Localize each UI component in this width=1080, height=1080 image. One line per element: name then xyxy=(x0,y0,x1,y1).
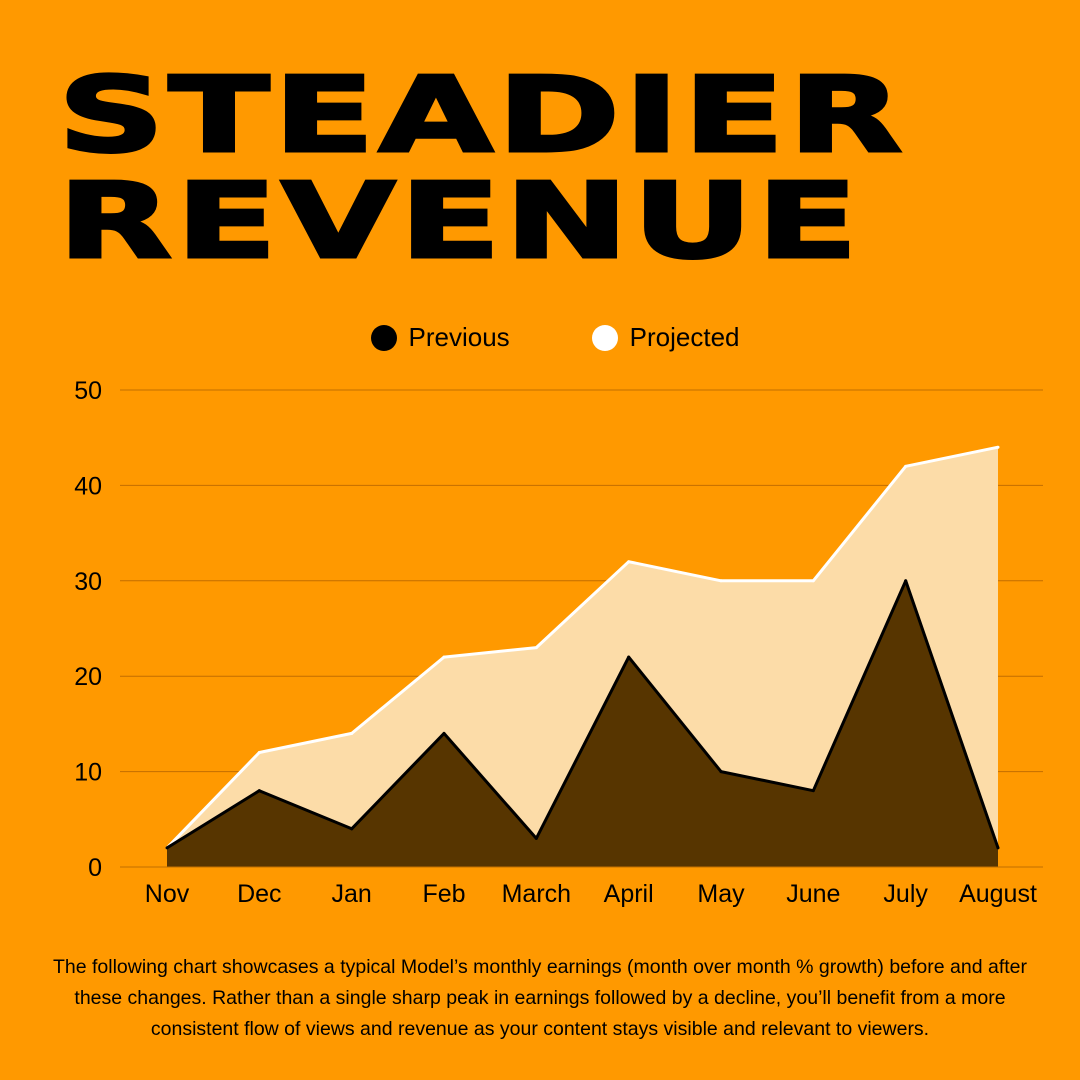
point-projected-may xyxy=(719,579,723,583)
x-tick-label-april: April xyxy=(604,880,654,908)
y-tick-label-40: 40 xyxy=(74,472,102,500)
x-tick-label-jan: Jan xyxy=(332,880,372,908)
x-tick-label-dec: Dec xyxy=(237,880,281,908)
area-projected xyxy=(167,447,998,867)
point-previous-august xyxy=(996,846,1000,850)
y-tick-label-0: 0 xyxy=(88,854,102,882)
x-tick-label-feb: Feb xyxy=(422,880,465,908)
y-tick-label-10: 10 xyxy=(74,759,102,787)
x-tick-label-july: July xyxy=(883,880,928,908)
x-tick-label-august: August xyxy=(959,880,1037,908)
point-projected-jan xyxy=(350,731,354,735)
point-previous-june xyxy=(811,789,815,793)
point-projected-june xyxy=(811,579,815,583)
x-tick-label-may: May xyxy=(697,880,745,908)
legend-item-previous: Previous xyxy=(341,322,510,353)
x-tick-label-march: March xyxy=(502,880,571,908)
area-chart: 0 10 20 30 40 50 Nov Dec Jan Feb March April May June… xyxy=(74,377,1043,908)
point-projected-april xyxy=(627,560,631,564)
title-line-2: REVENUE xyxy=(56,160,862,282)
legend: Previous Projected xyxy=(0,322,1080,353)
legend-swatch-projected xyxy=(591,324,618,351)
y-tick-label-20: 20 xyxy=(74,663,102,691)
point-previous-april xyxy=(627,655,631,659)
point-previous-feb xyxy=(442,731,446,735)
point-projected-march xyxy=(534,646,538,650)
point-previous-jan xyxy=(350,827,354,831)
point-previous-march xyxy=(534,836,538,840)
point-projected-dec xyxy=(257,751,261,755)
chart-title: STEADIER REVENUE xyxy=(56,54,907,282)
legend-label-projected: Projected xyxy=(629,322,740,352)
point-previous-nov xyxy=(165,846,169,850)
chart-caption: The following chart showcases a typical … xyxy=(52,956,1028,1040)
line-projected xyxy=(165,445,999,849)
point-previous-dec xyxy=(257,789,261,793)
y-tick-label-50: 50 xyxy=(74,377,102,405)
area-previous xyxy=(167,580,998,867)
point-previous-july xyxy=(904,579,908,583)
x-tick-label-nov: Nov xyxy=(145,880,190,908)
point-projected-feb xyxy=(442,655,446,659)
point-projected-july xyxy=(904,464,908,468)
title-line-1: STEADIER xyxy=(56,54,907,176)
x-tick-label-june: June xyxy=(786,880,840,908)
line-previous xyxy=(166,579,1000,850)
legend-swatch-previous xyxy=(370,324,397,351)
legend-item-projected: Projected xyxy=(562,322,740,353)
y-tick-label-30: 30 xyxy=(74,568,102,596)
point-projected-august xyxy=(996,445,1000,449)
legend-label-previous: Previous xyxy=(408,322,510,352)
point-previous-may xyxy=(719,770,723,774)
